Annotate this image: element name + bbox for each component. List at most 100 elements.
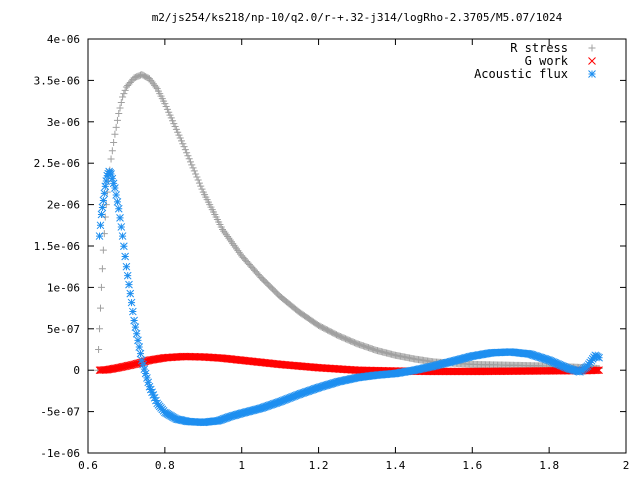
r-stress-point <box>220 227 228 235</box>
acoustic-flux-point <box>550 358 559 367</box>
r-stress-point <box>172 125 180 133</box>
y-tick-label: 0 <box>73 364 80 377</box>
acoustic-flux-point <box>98 203 107 212</box>
acoustic-flux-point <box>149 391 158 399</box>
r-stress-point <box>108 147 116 155</box>
x-tick-label: 0.6 <box>78 459 98 472</box>
acoustic-flux-point <box>134 336 142 345</box>
r-stress-point <box>227 238 235 246</box>
series-acoustic-flux <box>95 167 603 427</box>
r-stress-point <box>171 123 179 131</box>
g-work-point <box>595 366 603 375</box>
acoustic-flux-point <box>136 349 145 358</box>
acoustic-flux-point <box>555 360 564 369</box>
r-stress-point <box>116 104 124 112</box>
x-tick-label: 1 <box>238 459 245 472</box>
r-stress-point <box>95 346 103 353</box>
legend-label: G work <box>525 54 569 68</box>
y-tick-label: 5e-07 <box>47 323 80 336</box>
r-stress-point <box>169 117 177 125</box>
acoustic-flux-point <box>146 385 155 394</box>
acoustic-flux-point <box>121 252 130 261</box>
r-stress-point <box>189 164 197 172</box>
r-stress-point <box>193 173 201 181</box>
y-tick-label: 3e-06 <box>47 116 80 129</box>
acoustic-flux-point <box>126 289 135 298</box>
r-stress-point <box>98 265 106 273</box>
acoustic-flux-point <box>108 174 117 183</box>
acoustic-flux-point <box>99 196 108 205</box>
acoustic-flux-point <box>143 374 151 382</box>
acoustic-flux-point <box>141 369 150 378</box>
r-stress-point <box>115 110 123 118</box>
acoustic-flux-point <box>560 363 569 371</box>
y-tick-label: 4e-06 <box>47 33 80 46</box>
r-stress-point <box>229 240 237 248</box>
r-stress-point <box>175 131 183 139</box>
r-stress-point <box>110 139 118 146</box>
acoustic-flux-point <box>554 360 562 368</box>
acoustic-flux-point <box>152 396 160 405</box>
acoustic-flux-point <box>111 184 119 192</box>
acoustic-flux-point <box>132 329 141 338</box>
acoustic-flux-point <box>150 393 159 402</box>
x-tick-label: 0.8 <box>155 459 175 472</box>
r-stress-point <box>197 182 205 190</box>
acoustic-flux-point <box>558 361 566 370</box>
y-tick-label: 2e-06 <box>47 199 80 212</box>
acoustic-flux-point <box>561 363 570 372</box>
r-stress-point <box>113 116 121 124</box>
plot-frame <box>87 38 627 454</box>
legend-label: Acoustic flux <box>474 67 568 81</box>
x-tick-label: 1.6 <box>462 459 482 472</box>
g-work-point <box>593 366 602 375</box>
r-stress-point <box>161 100 169 108</box>
legend-swatch <box>588 44 596 52</box>
r-stress-point <box>198 185 206 193</box>
r-stress-point <box>176 134 184 142</box>
r-stress-point <box>188 161 196 169</box>
r-stress-point <box>120 90 128 98</box>
r-stress-point <box>97 283 105 291</box>
r-stress-point <box>192 170 200 178</box>
r-stress-point <box>111 130 119 138</box>
r-stress-point <box>194 176 202 184</box>
x-tick-label: 1.2 <box>309 459 329 472</box>
acoustic-flux-point <box>117 223 126 231</box>
y-tick-label: -5e-07 <box>40 406 80 419</box>
acoustic-flux-point <box>95 232 104 240</box>
y-tick-label: 1.5e-06 <box>34 240 80 253</box>
acoustic-flux-point <box>122 262 131 271</box>
y-tick-label: -1e-06 <box>40 447 80 460</box>
r-stress-point <box>167 114 175 122</box>
legend-swatch <box>588 70 596 78</box>
r-stress-point <box>195 179 203 187</box>
acoustic-flux-point <box>97 210 106 219</box>
series-r-stress <box>94 71 603 374</box>
r-stress-point <box>224 233 232 241</box>
r-stress-point <box>174 128 182 136</box>
axes: 0.6 0.8 1 1.2 1.4 1.6 1.8 2 -1e-06 -5e-07 0 5e-07 1e… <box>34 33 630 472</box>
g-work-point <box>592 366 601 375</box>
acoustic-flux-point <box>546 356 555 365</box>
acoustic-flux-point <box>559 362 568 371</box>
r-stress-point <box>233 245 241 253</box>
r-stress-point <box>186 158 194 166</box>
acoustic-flux-point <box>551 359 560 367</box>
x-tick-label: 1.4 <box>385 459 405 472</box>
r-stress-point <box>230 241 238 249</box>
r-stress-point <box>190 167 198 175</box>
r-stress-point <box>219 225 226 233</box>
r-stress-point <box>166 111 174 119</box>
r-stress-point <box>185 155 193 163</box>
acoustic-flux-point <box>100 189 109 198</box>
acoustic-flux-point <box>144 378 153 387</box>
acoustic-flux-point <box>547 357 556 366</box>
acoustic-flux-point <box>140 365 149 373</box>
legend-label: R stress <box>510 41 568 55</box>
acoustic-flux-point <box>114 204 123 213</box>
acoustic-flux-point <box>148 388 156 397</box>
r-stress-point <box>222 231 230 239</box>
